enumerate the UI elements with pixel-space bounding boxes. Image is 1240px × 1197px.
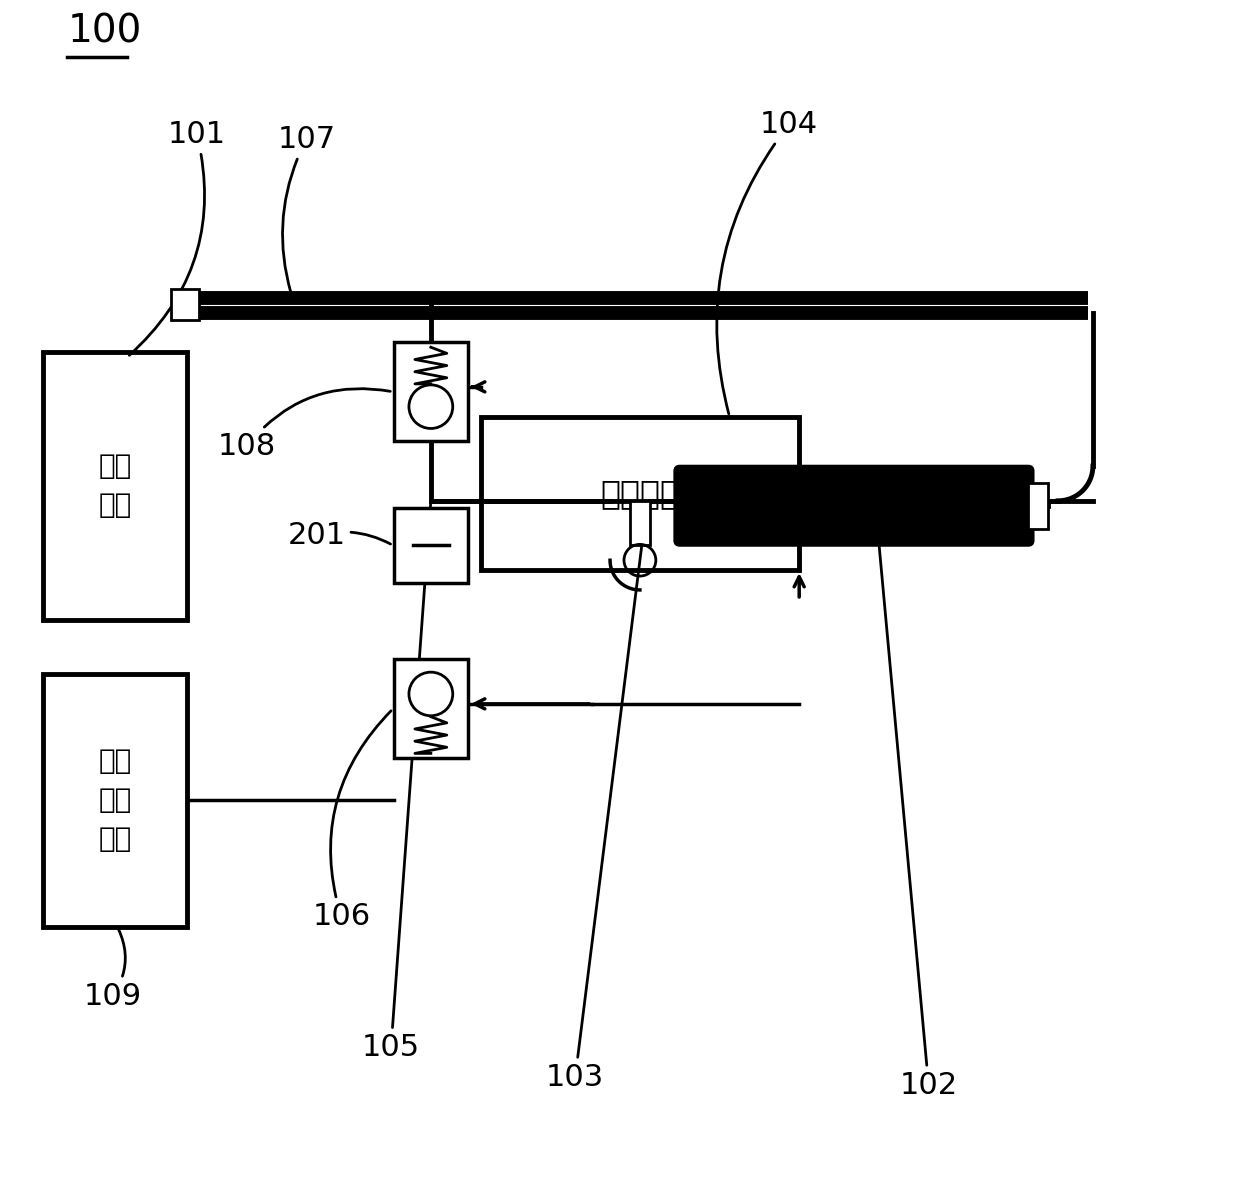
Bar [393, 509, 469, 583]
Text: 106: 106 [312, 711, 391, 931]
Bar [42, 674, 187, 926]
Bar [42, 352, 187, 620]
Text: 102: 102 [879, 545, 957, 1100]
Text: 液压
执行
机构: 液压 执行 机构 [98, 747, 131, 853]
Text: 107: 107 [278, 124, 336, 292]
Bar [481, 417, 800, 570]
Bar [393, 342, 469, 442]
Bar [1028, 482, 1048, 529]
Text: 100: 100 [67, 12, 141, 50]
Text: 201: 201 [288, 521, 391, 549]
Bar [171, 288, 198, 321]
Text: 105: 105 [362, 504, 430, 1062]
Text: 101: 101 [129, 120, 226, 356]
Text: 109: 109 [83, 929, 141, 1010]
Text: 103: 103 [546, 523, 645, 1092]
Bar [393, 660, 469, 759]
Text: 液压
油筱: 液压 油筱 [98, 452, 131, 519]
Bar [630, 500, 650, 546]
Text: 108: 108 [217, 389, 391, 461]
Text: 104: 104 [717, 110, 818, 414]
Text: 控制单元: 控制单元 [600, 476, 680, 510]
FancyBboxPatch shape [675, 466, 1033, 546]
